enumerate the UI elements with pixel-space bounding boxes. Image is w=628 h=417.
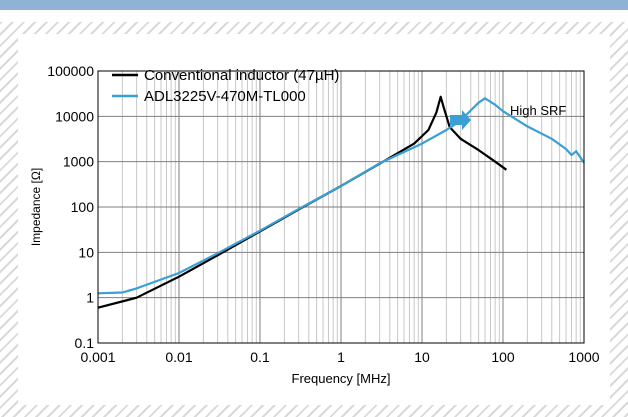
tick-labels: 0.001 0.01 0.1 1 10 100 1000 0.1 1 10 100 1000 10000… <box>47 63 599 365</box>
arrow-right-icon <box>450 110 471 130</box>
x-tick-label: 0.1 <box>250 349 270 365</box>
series-line-conventional <box>97 95 508 309</box>
y-axis-label: Impedance [Ω] <box>29 168 43 246</box>
y-tick-label: 100 <box>71 199 95 215</box>
y-tick-label: 10 <box>78 244 94 260</box>
y-tick-label: 100000 <box>47 63 94 79</box>
x-tick-label: 1000 <box>568 349 599 365</box>
impedance-chart: 0.001 0.01 0.1 1 10 100 1000 0.1 1 10 100 1000 10000… <box>29 63 600 386</box>
x-axis-label: Frequency [MHz] <box>292 371 391 386</box>
hatched-frame: 0.001 0.01 0.1 1 10 100 1000 0.1 1 10 100 1000 10000… <box>0 22 628 417</box>
y-tick-label: 0.1 <box>75 335 95 351</box>
x-tick-label: 10 <box>414 349 430 365</box>
x-tick-label: 0.001 <box>80 349 115 365</box>
grid <box>97 71 584 344</box>
y-tick-label: 1 <box>86 290 94 306</box>
legend: Conventional inductor (47µH) ADL3225V-47… <box>112 67 339 105</box>
y-tick-label: 10000 <box>55 108 94 124</box>
x-tick-label: 1 <box>337 349 345 365</box>
chart-panel: 0.001 0.01 0.1 1 10 100 1000 0.1 1 10 100 1000 10000… <box>18 34 610 405</box>
high-srf-annotation: High SRF <box>510 103 566 118</box>
legend-entry-conventional: Conventional inductor (47µH) <box>144 67 339 84</box>
y-tick-label: 1000 <box>63 154 94 170</box>
plot-border <box>97 70 585 344</box>
x-tick-label: 0.01 <box>165 349 192 365</box>
legend-entry-adl3225v: ADL3225V-470M-TL000 <box>144 88 306 105</box>
top-accent-bar <box>0 0 628 10</box>
x-tick-label: 100 <box>491 349 515 365</box>
